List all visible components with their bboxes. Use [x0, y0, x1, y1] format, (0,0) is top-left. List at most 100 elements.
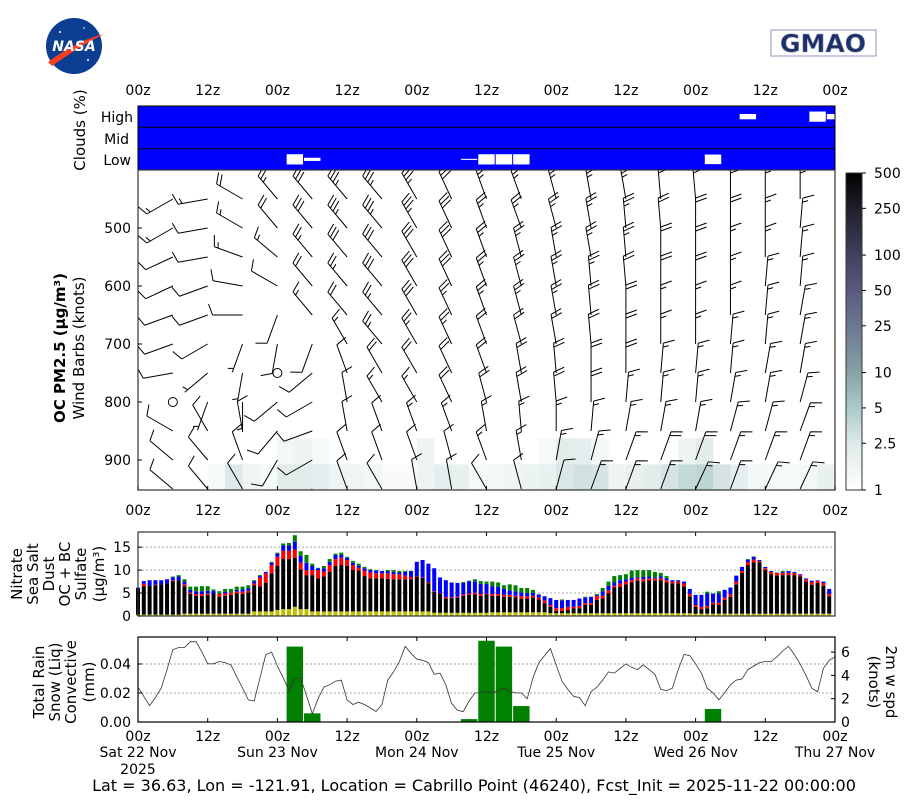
cloud-clear-box: [478, 154, 495, 165]
wind-barb: [438, 279, 453, 316]
wind-barb: [362, 223, 383, 258]
aerosol-bar-sulfate: [571, 613, 576, 616]
barb-shaft: [480, 395, 492, 432]
cloud-clear-box: [809, 111, 826, 122]
barb-shaft: [799, 223, 815, 258]
wind-barb: [799, 170, 806, 199]
wind-barb: [729, 339, 745, 374]
rain-bar: [513, 706, 530, 722]
wind-barb: [138, 198, 174, 215]
barb-shaft: [366, 453, 383, 490]
wind-barb: [764, 252, 780, 287]
aerosol-bar-oc-bc: [548, 606, 553, 614]
barb-shaft: [227, 453, 243, 490]
aerosol-bar-sulfate: [519, 612, 524, 616]
aerosol-bar-dust: [629, 580, 634, 583]
wind-barb: [729, 251, 742, 286]
aerosol-bar-dust: [740, 571, 745, 573]
wind-barb: [246, 430, 278, 455]
main-time-axis: 00z 12z 00z 12z 00z 12z 00z 12z 00z 12z 00z: [125, 486, 848, 722]
precip-time-tick-label: 00z: [404, 729, 429, 745]
pm25-cell: [625, 464, 644, 490]
aerosol-bar-nitrate: [362, 566, 367, 569]
aerosol-bar-dust: [234, 591, 239, 594]
aerosol-bar-dust: [205, 593, 210, 595]
wind-barb: [660, 309, 672, 344]
wind-barb: [660, 222, 672, 257]
wind-barb: [550, 221, 563, 258]
aerosol-bar-dust: [589, 603, 594, 605]
aerosol-bar-sea-salt: [792, 571, 797, 573]
aerosol-bar-sea-salt: [327, 561, 332, 566]
pm25-cell: [364, 464, 383, 490]
barb-shaft: [513, 452, 524, 490]
wind-barb: [244, 401, 278, 422]
aerosol-bar-sulfate: [467, 612, 472, 616]
wind-barb: [587, 308, 600, 345]
main-ylabel-pm25: OC PM2.5 (μg/m³): [51, 273, 69, 423]
aerosol-bar-sea-salt: [658, 576, 663, 579]
aerosol-bar-nitrate: [745, 559, 750, 560]
main-time-tick-label: 12z: [613, 503, 638, 519]
colorbar-tick-label: 10: [874, 366, 892, 382]
cloud-clear-box: [460, 158, 478, 160]
aerosol-bar-nitrate: [281, 543, 286, 546]
aerosol-bar-dust: [281, 550, 286, 560]
barb-shaft: [401, 170, 418, 200]
aerosol-bar-dust: [612, 585, 617, 588]
aerosol-bar-dust: [269, 565, 274, 574]
aerosol-bar-oc-bc: [176, 580, 181, 615]
aerosol-bar-sulfate: [600, 613, 605, 616]
pm25-cell: [399, 464, 418, 490]
aerosol-bar-nitrate: [623, 574, 628, 580]
aerosol-bar-dust: [327, 565, 332, 572]
aerosol-bar-sulfate: [658, 613, 663, 616]
aerosol-bar-sulfate: [705, 613, 710, 616]
wind-barb: [362, 170, 383, 200]
aerosol-bar-sea-salt: [827, 588, 832, 594]
aerosol-bar-sea-salt: [629, 577, 634, 581]
aerosol-bar-dust: [827, 593, 832, 597]
date-label: Sun 23 Nov: [237, 745, 318, 761]
aerosol-bar-oc-bc: [194, 595, 199, 614]
aerosol-bar-sea-salt: [705, 593, 710, 606]
wind-barb: [660, 280, 672, 315]
aerosol-bar-oc-bc: [606, 593, 611, 614]
aerosol-bar-sea-salt: [798, 574, 803, 576]
barb-shaft: [276, 459, 313, 476]
aerosol-bar-dust: [728, 593, 733, 597]
pm25-cell: [747, 464, 766, 490]
aerosol-bar-sea-salt: [478, 583, 483, 594]
barb-shaft: [590, 367, 603, 402]
barb-shaft: [692, 170, 702, 200]
aerosol-bar-sea-salt: [438, 577, 443, 594]
aerosol-bar-oc-bc: [455, 597, 460, 613]
wind-barb: [625, 338, 638, 373]
aerosol-bar-dust: [565, 606, 570, 611]
aerosol-bar-sulfate: [362, 611, 367, 616]
wind-barb: [513, 249, 525, 287]
aerosol-bar-nitrate: [339, 552, 344, 555]
aerosol-bar-sea-salt: [385, 571, 390, 574]
aerosol-bar-oc-bc: [815, 582, 820, 614]
aerosol-bar-oc-bc: [641, 581, 646, 614]
barb-shaft: [138, 199, 139, 200]
wind-barb: [660, 368, 675, 403]
barb-shaft: [362, 310, 383, 345]
barb-shaft: [438, 221, 453, 258]
precip-ytick-label: 0.04: [100, 657, 131, 673]
wind-barbs: [138, 170, 835, 490]
aerosol-bar-oc-bc: [565, 610, 570, 614]
aerosol-bar-dust: [821, 582, 826, 586]
pm25-cell: [538, 464, 557, 490]
aerosol-bar-oc-bc: [327, 571, 332, 612]
main-time-tick-label: 12z: [195, 503, 220, 519]
aerosol-bar-oc-bc: [600, 598, 605, 614]
wind-barb: [625, 398, 643, 432]
aerosol-bar-sea-salt: [147, 580, 152, 586]
aerosol-bar-oc-bc: [798, 576, 803, 614]
barb-shaft: [622, 192, 635, 229]
barb-shaft: [553, 337, 565, 374]
aerosol-bar-dust: [769, 571, 774, 575]
